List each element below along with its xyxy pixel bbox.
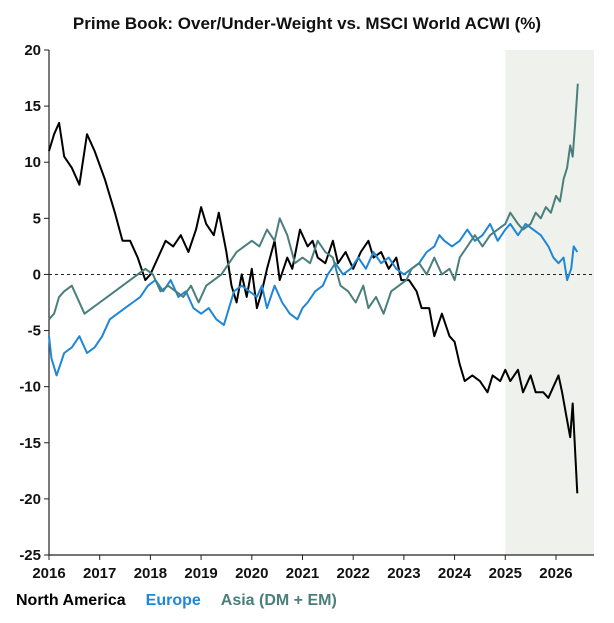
x-tick-label: 2022 xyxy=(336,565,369,582)
x-tick-label: 2026 xyxy=(539,565,572,582)
series-line-north-america xyxy=(48,121,579,494)
x-tick-label: 2025 xyxy=(489,565,522,582)
shaded-region xyxy=(505,50,594,555)
legend-item-europe: Europe xyxy=(145,592,201,609)
x-tick-label: 2017 xyxy=(83,565,116,582)
x-tick-label: 2023 xyxy=(387,565,420,582)
y-tick-label: -20 xyxy=(19,491,41,508)
y-tick-label: 0 xyxy=(33,266,41,283)
legend: North America Europe Asia (DM + EM) xyxy=(16,592,337,610)
x-tick-label: 2019 xyxy=(184,565,217,582)
legend-item-asia: Asia (DM + EM) xyxy=(220,592,337,609)
y-tick-label: -15 xyxy=(19,435,41,452)
y-tick-label: 10 xyxy=(24,154,41,171)
x-tick-label: 2024 xyxy=(438,565,472,582)
x-tick-label: 2020 xyxy=(235,565,268,582)
legend-item-north-america: North America xyxy=(16,592,126,609)
y-tick-label: -10 xyxy=(19,379,41,396)
y-tick-label: 20 xyxy=(24,42,41,59)
x-tick-label: 2018 xyxy=(134,565,167,582)
x-tick-label: 2021 xyxy=(286,565,319,582)
y-tick-label: -25 xyxy=(19,547,41,564)
series-line-asia-dm-em xyxy=(48,83,579,320)
chart-title: Prime Book: Over/Under-Weight vs. MSCI W… xyxy=(72,14,542,33)
y-tick-label: 5 xyxy=(33,210,41,227)
series-line-europe xyxy=(48,222,579,377)
y-tick-label: -5 xyxy=(28,323,41,340)
x-tick-label: 2016 xyxy=(32,565,65,582)
y-tick-label: 15 xyxy=(24,98,41,115)
